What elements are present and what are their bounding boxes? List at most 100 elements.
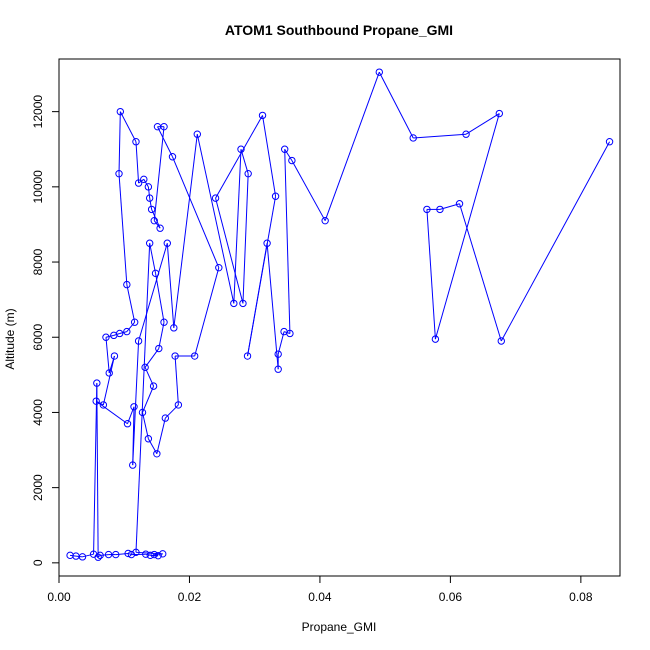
data-point: [171, 352, 179, 360]
data-point: [142, 550, 150, 558]
series-segment: [144, 348, 160, 368]
data-point: [230, 299, 238, 308]
plot-frame: [58, 58, 621, 577]
series-segment: [135, 141, 140, 184]
series-segment: [434, 113, 500, 340]
series-segment: [194, 267, 220, 357]
series-segment: [247, 243, 268, 357]
data-point: [455, 200, 464, 208]
data-point: [274, 365, 282, 373]
series-segment: [172, 156, 220, 268]
series-segment: [105, 337, 110, 374]
series-segment: [102, 355, 115, 406]
data-point: [144, 435, 153, 443]
data-point: [149, 382, 158, 390]
data-point: [161, 414, 170, 422]
series-segment: [82, 553, 94, 558]
y-tick-label: 0: [31, 559, 45, 566]
data-point: [243, 352, 252, 360]
series-segment: [97, 554, 101, 558]
data-point: [110, 352, 119, 360]
y-tick-label: 4000: [31, 399, 45, 426]
series-segment: [378, 71, 414, 139]
data-point: [130, 318, 139, 326]
y-tick-label: 6000: [31, 324, 45, 351]
data-point: [193, 130, 201, 138]
data-point: [132, 548, 140, 557]
data-point: [258, 111, 267, 120]
series-segment: [413, 133, 467, 139]
data-point: [174, 401, 183, 409]
data-point: [271, 192, 280, 200]
data-point: [154, 551, 162, 560]
data-point: [127, 550, 136, 559]
data-point: [160, 318, 168, 326]
series-segment: [156, 417, 166, 454]
data-point: [96, 551, 104, 560]
series-segment: [284, 148, 293, 161]
series-segment: [242, 173, 249, 304]
series-segment: [149, 243, 157, 274]
y-tick-label: 2000: [31, 474, 45, 501]
series-segment: [118, 173, 128, 285]
series-segment: [126, 321, 136, 332]
series-segment: [135, 551, 163, 555]
data-point: [155, 344, 163, 353]
series-segment: [135, 243, 151, 553]
data-point: [150, 550, 158, 559]
series-segment: [142, 385, 155, 413]
series-segment: [105, 334, 114, 338]
data-point: [239, 299, 247, 308]
data-point: [134, 179, 143, 187]
data-point: [153, 450, 161, 458]
data-point: [288, 156, 296, 165]
data-point: [495, 109, 504, 118]
series-segment: [142, 412, 149, 439]
data-point: [159, 550, 167, 558]
series-segment: [145, 553, 151, 556]
data-point: [123, 327, 131, 336]
data-point: [281, 145, 289, 153]
data-point: [605, 138, 614, 146]
series-segment: [459, 203, 502, 342]
data-point: [102, 333, 110, 341]
data-point: [99, 401, 108, 409]
data-point: [141, 363, 149, 372]
series-segment: [284, 149, 291, 334]
data-point: [160, 122, 168, 131]
series-segment: [426, 209, 436, 340]
series-segment: [277, 331, 285, 355]
series-segment: [119, 111, 137, 142]
data-point: [436, 205, 444, 214]
series-segment: [138, 243, 168, 342]
series-segment: [166, 243, 175, 328]
data-point: [138, 408, 147, 417]
data-point: [140, 175, 148, 184]
series-segment: [149, 198, 153, 210]
series-segment: [266, 243, 279, 370]
series-segment: [215, 115, 263, 199]
x-tick-label: 0.04: [308, 590, 332, 604]
data-point: [146, 551, 155, 560]
data-point: [168, 153, 177, 161]
data-point: [124, 549, 132, 558]
series-segment: [174, 356, 179, 405]
series-segment: [147, 186, 151, 199]
data-point: [431, 335, 440, 343]
data-point: [150, 216, 158, 225]
y-tick-label: 10000: [31, 170, 45, 204]
x-axis-label: Propane_GMI: [302, 620, 377, 634]
data-point: [112, 550, 120, 559]
y-axis: 0 2000 4000 6000 8000 10000 12000: [31, 95, 60, 566]
x-tick-label: 0.00: [47, 590, 71, 604]
series-segment: [115, 552, 129, 556]
x-tick-label: 0.02: [178, 590, 202, 604]
y-tick-label: 8000: [31, 248, 45, 275]
series-lines: [70, 71, 611, 558]
data-point: [244, 169, 252, 178]
series-segment: [155, 273, 165, 323]
series-segment: [500, 141, 611, 342]
series-segment: [119, 331, 127, 334]
data-point: [93, 379, 101, 387]
